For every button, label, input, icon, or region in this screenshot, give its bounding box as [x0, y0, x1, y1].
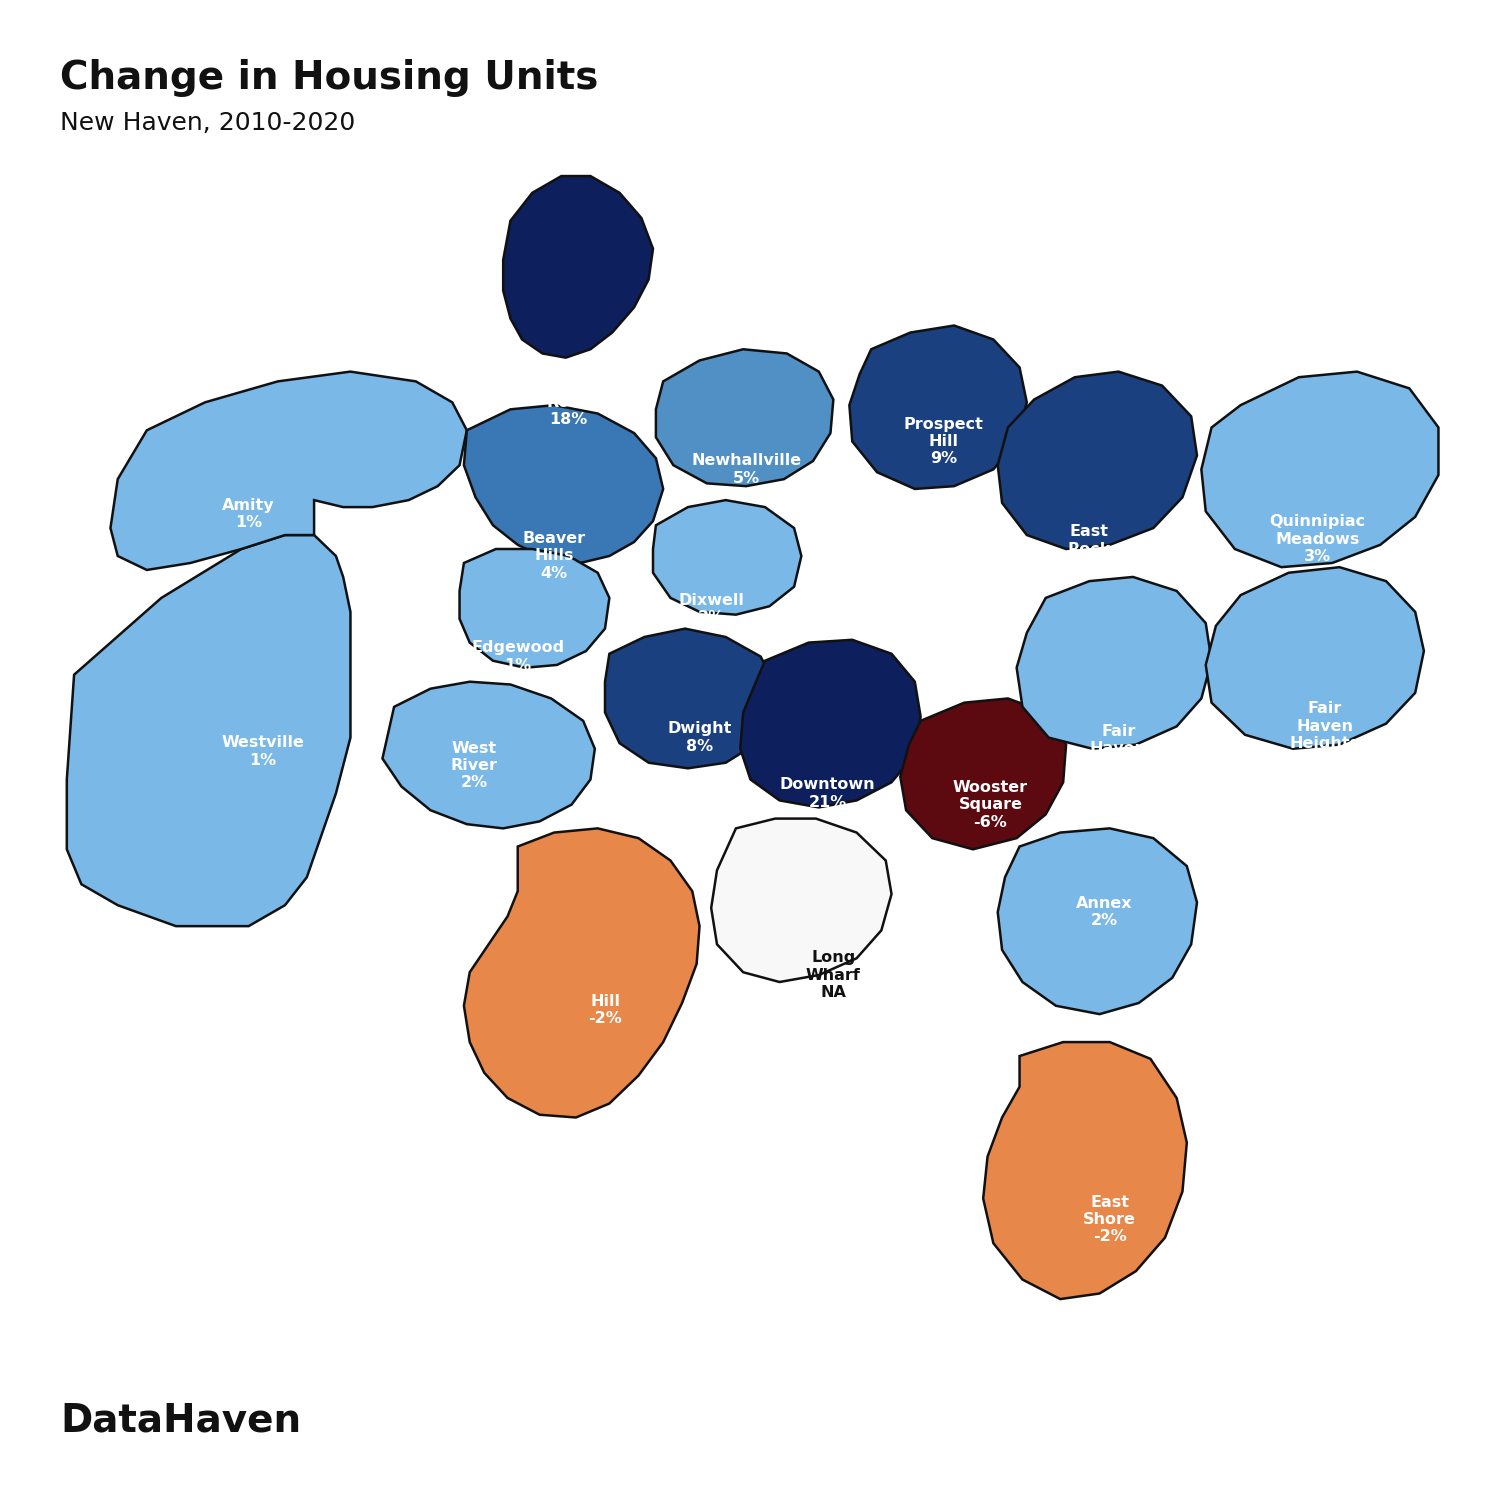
- Text: DataHaven: DataHaven: [60, 1402, 302, 1439]
- Polygon shape: [464, 829, 699, 1118]
- Polygon shape: [604, 628, 776, 769]
- Polygon shape: [998, 829, 1197, 1015]
- Polygon shape: [68, 535, 351, 926]
- Polygon shape: [382, 682, 596, 829]
- Polygon shape: [998, 372, 1197, 549]
- Text: Amity
1%: Amity 1%: [222, 498, 274, 531]
- Text: Quinnipiac
Meadows
3%: Quinnipiac Meadows 3%: [1269, 514, 1366, 564]
- Polygon shape: [459, 549, 609, 667]
- Text: East
Shore
-2%: East Shore -2%: [1083, 1195, 1136, 1244]
- Text: East
Rock
9%: East Rock 9%: [1068, 525, 1112, 574]
- Text: Prospect
Hill
9%: Prospect Hill 9%: [904, 417, 984, 466]
- Text: Beaver
Hills
4%: Beaver Hills 4%: [522, 531, 585, 582]
- Text: New Haven, 2010-2020: New Haven, 2010-2020: [60, 111, 355, 135]
- Text: Wooster
Square
-6%: Wooster Square -6%: [952, 779, 1028, 829]
- Polygon shape: [111, 372, 466, 570]
- Text: Westville
1%: Westville 1%: [222, 736, 304, 767]
- Polygon shape: [849, 325, 1028, 489]
- Polygon shape: [900, 699, 1066, 850]
- Polygon shape: [1202, 372, 1438, 567]
- Text: Newhallville
5%: Newhallville 5%: [692, 453, 801, 486]
- Polygon shape: [656, 349, 834, 486]
- Text: Fair
Haven
3%: Fair Haven 3%: [1090, 724, 1148, 773]
- Polygon shape: [503, 175, 652, 358]
- Polygon shape: [464, 405, 663, 564]
- Text: West
Rock
18%: West Rock 18%: [546, 378, 591, 427]
- Text: Change in Housing Units: Change in Housing Units: [60, 60, 599, 97]
- Text: Edgewood
1%: Edgewood 1%: [471, 640, 564, 673]
- Polygon shape: [1206, 567, 1423, 750]
- Polygon shape: [1017, 577, 1212, 750]
- Text: West
River
2%: West River 2%: [450, 741, 498, 790]
- Polygon shape: [711, 818, 891, 982]
- Polygon shape: [652, 501, 801, 615]
- Text: Annex
2%: Annex 2%: [1076, 896, 1132, 928]
- Text: Hill
-2%: Hill -2%: [588, 994, 622, 1027]
- Text: Dwight
8%: Dwight 8%: [668, 721, 732, 754]
- Text: Downtown
21%: Downtown 21%: [780, 778, 876, 809]
- Polygon shape: [982, 1042, 1186, 1300]
- Text: Dixwell
2%: Dixwell 2%: [678, 594, 744, 625]
- Text: Long
Wharf
NA: Long Wharf NA: [806, 950, 861, 1000]
- Polygon shape: [741, 640, 921, 808]
- Text: Fair
Haven
Heights
2%: Fair Haven Heights 2%: [1290, 702, 1360, 769]
